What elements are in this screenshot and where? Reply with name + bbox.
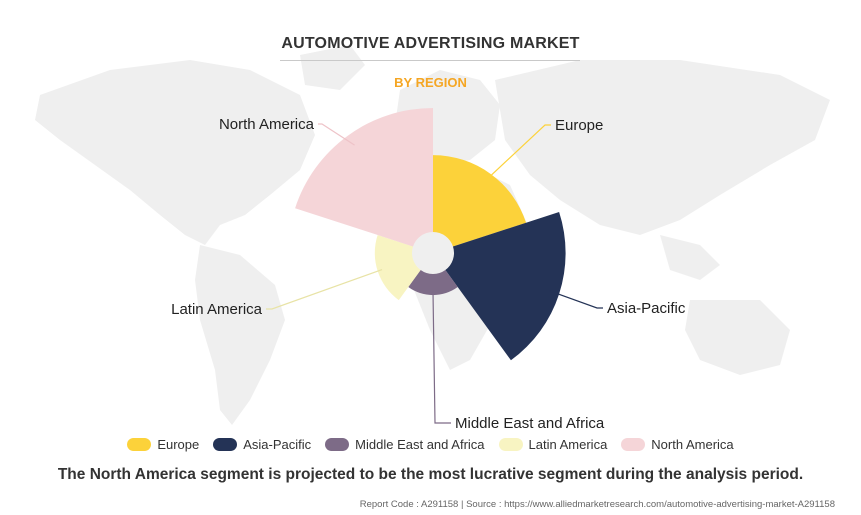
label-asia-pacific: Asia-Pacific	[607, 300, 686, 317]
legend-item-asia-pacific: Asia-Pacific	[213, 437, 311, 452]
legend-item-latin-america: Latin America	[498, 437, 608, 452]
leader-line-middle-east-and-africa	[432, 291, 451, 424]
leader-line-latin-america	[266, 268, 383, 310]
sector-europe	[433, 155, 527, 247]
chart-legend: Europe Asia-Pacific Middle East and Africa…	[0, 437, 861, 452]
legend-item-middle-east-and-africa: Middle East and Africa	[325, 437, 485, 452]
legend-swatch-latin-america	[498, 438, 523, 451]
legend-swatch-middle-east-and-africa	[325, 438, 350, 451]
legend-swatch-europe	[127, 438, 152, 451]
label-north-america: North America	[219, 116, 315, 133]
sector-middle-east-and-africa	[408, 269, 458, 296]
sector-latin-america	[374, 235, 421, 301]
label-europe: Europe	[555, 117, 603, 134]
sector-north-america	[295, 108, 433, 247]
legend-label-north-america: North America	[651, 437, 734, 452]
legend-label-middle-east-and-africa: Middle East and Africa	[355, 437, 485, 452]
title-divider	[280, 60, 580, 61]
legend-label-asia-pacific: Asia-Pacific	[243, 437, 312, 452]
legend-swatch-asia-pacific	[213, 438, 238, 451]
legend-swatch-north-america	[621, 438, 646, 451]
leader-line-north-america	[318, 123, 355, 146]
label-latin-america: Latin America	[171, 301, 263, 318]
chart-subtitle: BY REGION	[394, 75, 467, 90]
legend-item-north-america: North America	[621, 437, 734, 452]
leader-line-asia-pacific	[548, 290, 603, 309]
source-credit: Report Code : A291158 | Source : https:/…	[359, 499, 835, 510]
legend-label-europe: Europe	[157, 437, 200, 452]
leader-line-europe	[485, 124, 551, 181]
legend-label-latin-america: Latin America	[528, 437, 608, 452]
sector-asia-pacific	[445, 212, 566, 361]
label-middle-east-and-africa: Middle East and Africa	[455, 415, 605, 432]
legend-item-europe: Europe	[127, 437, 199, 452]
chart-footnote: The North America segment is projected t…	[57, 466, 804, 483]
chart-title: AUTOMOTIVE ADVERTISING MARKET	[281, 35, 580, 52]
